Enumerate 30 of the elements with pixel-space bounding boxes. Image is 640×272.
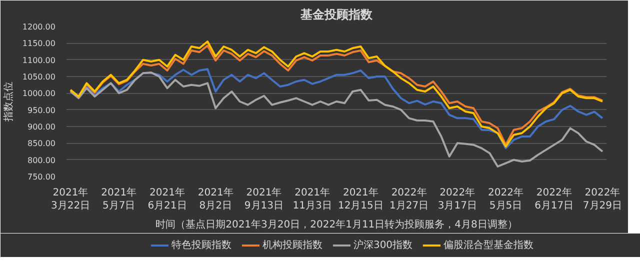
x-tick-label: 2021年8月2日 xyxy=(198,186,234,212)
x-tick-label: 2021年11月3日 xyxy=(292,186,332,212)
legend-label: 特色投顾指数 xyxy=(171,238,232,252)
legend-label: 沪深300指数 xyxy=(353,238,413,252)
x-tick-label: 2021年9月13日 xyxy=(244,186,284,212)
y-tick-label: 1200.00 xyxy=(22,22,56,32)
x-tick-label: 2021年12月15日 xyxy=(338,186,384,212)
y-tick-label: 850.00 xyxy=(28,139,56,148)
y-tick-label: 1050.00 xyxy=(22,72,56,82)
y-tick-label: 1150.00 xyxy=(22,39,56,48)
x-tick-label: 2022年3月17日 xyxy=(438,186,477,212)
y-tick-label: 950.00 xyxy=(28,106,56,115)
x-tick-label: 2022年5月5日 xyxy=(488,186,524,212)
legend-label: 偏股混合型基金指数 xyxy=(444,238,534,252)
y-tick-label: 1000.00 xyxy=(22,89,56,98)
y-tick-label: 750.00 xyxy=(28,172,56,182)
x-axis-title: 时间（基点日期2021年3月20日，2022年1月11日转为投顾服务，4月8日调整） xyxy=(156,218,518,231)
line-series xyxy=(70,72,604,168)
y-tick-label: 1100.00 xyxy=(22,56,56,65)
chart-title: 基金投顾指数 xyxy=(300,8,374,22)
x-tick-label: 2021年5月7日 xyxy=(101,186,137,212)
x-tick-label: 2022年1月27日 xyxy=(389,186,429,212)
x-tick-label: 2022年6月17日 xyxy=(534,186,574,212)
x-tick-label: 2021年6月21日 xyxy=(148,186,187,212)
y-tick-label: 800.00 xyxy=(28,156,56,165)
x-tick-label: 2021年3月22日 xyxy=(50,186,90,212)
legend-label: 机构投顾指数 xyxy=(262,238,322,252)
y-axis-title: 指数点位 xyxy=(2,82,14,122)
y-tick-label: 900.00 xyxy=(28,122,56,132)
x-tick-label: 2022年7月29日 xyxy=(582,186,622,212)
